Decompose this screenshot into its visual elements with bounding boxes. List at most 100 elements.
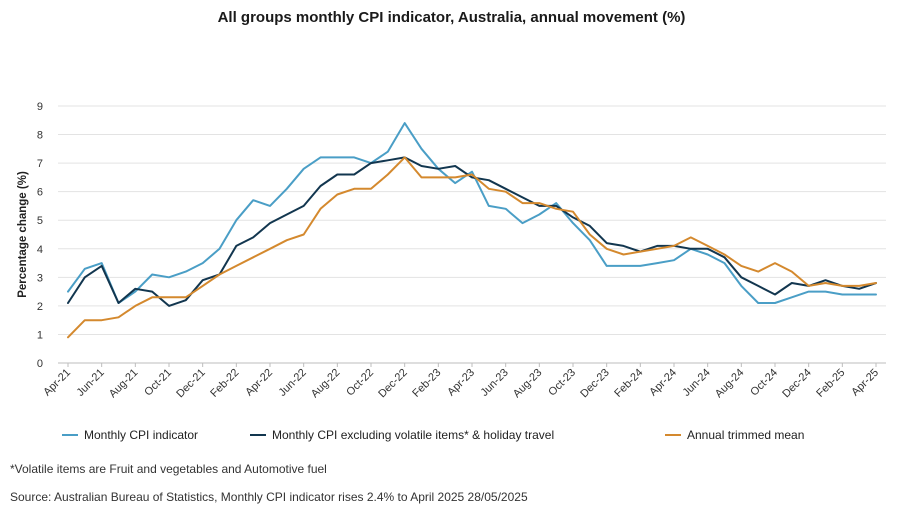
data-point[interactable] [82,275,87,280]
legend-item-trimmed-mean[interactable]: Annual trimmed mean [665,428,804,442]
data-point[interactable] [116,301,121,306]
data-point[interactable] [251,255,256,260]
data-point[interactable] [352,172,357,177]
data-point[interactable] [66,335,71,340]
data-point[interactable] [705,252,710,257]
data-point[interactable] [284,238,289,243]
data-point[interactable] [66,289,71,294]
data-point[interactable] [335,172,340,177]
data-point[interactable] [82,318,87,323]
data-point[interactable] [722,261,727,266]
data-point[interactable] [318,155,323,160]
data-point[interactable] [840,283,845,288]
data-point[interactable] [520,221,525,226]
data-point[interactable] [604,263,609,268]
data-point[interactable] [335,192,340,197]
data-point[interactable] [284,186,289,191]
data-point[interactable] [402,121,407,126]
data-point[interactable] [756,283,761,288]
data-point[interactable] [369,186,374,191]
data-point[interactable] [251,198,256,203]
data-point[interactable] [318,206,323,211]
data-point[interactable] [200,261,205,266]
data-point[interactable] [167,275,172,280]
data-point[interactable] [318,183,323,188]
data-point[interactable] [453,181,458,186]
legend-item-monthly-cpi[interactable]: Monthly CPI indicator [62,428,198,442]
data-point[interactable] [352,155,357,160]
data-point[interactable] [167,295,172,300]
data-point[interactable] [604,241,609,246]
data-point[interactable] [638,263,643,268]
data-point[interactable] [284,212,289,217]
data-point[interactable] [587,232,592,237]
data-point[interactable] [385,172,390,177]
data-point[interactable] [806,283,811,288]
data-point[interactable] [739,263,744,268]
data-point[interactable] [806,289,811,294]
data-point[interactable] [200,278,205,283]
data-point[interactable] [672,258,677,263]
data-point[interactable] [234,243,239,248]
data-point[interactable] [419,146,424,151]
data-point[interactable] [402,155,407,160]
data-point[interactable] [571,209,576,214]
data-point[interactable] [234,218,239,223]
data-point[interactable] [150,272,155,277]
data-point[interactable] [133,303,138,308]
data-point[interactable] [672,243,677,248]
data-point[interactable] [352,186,357,191]
data-point[interactable] [419,175,424,180]
data-point[interactable] [722,252,727,257]
data-point[interactable] [756,301,761,306]
data-point[interactable] [857,292,862,297]
data-point[interactable] [268,203,273,208]
data-point[interactable] [268,221,273,226]
data-point[interactable] [587,238,592,243]
data-point[interactable] [183,295,188,300]
data-point[interactable] [503,189,508,194]
data-point[interactable] [150,295,155,300]
data-point[interactable] [486,186,491,191]
data-point[interactable] [419,163,424,168]
legend-item-monthly-cpi-excluding-volatile[interactable]: Monthly CPI excluding volatile items* & … [250,428,554,442]
data-point[interactable] [789,281,794,286]
data-point[interactable] [133,286,138,291]
data-point[interactable] [99,263,104,268]
data-point[interactable] [655,246,660,251]
data-point[interactable] [82,266,87,271]
data-point[interactable] [116,315,121,320]
data-point[interactable] [554,206,559,211]
data-point[interactable] [453,163,458,168]
data-point[interactable] [200,283,205,288]
data-point[interactable] [167,303,172,308]
data-point[interactable] [739,275,744,280]
data-point[interactable] [773,301,778,306]
data-point[interactable] [857,283,862,288]
data-point[interactable] [301,166,306,171]
data-point[interactable] [537,212,542,217]
data-point[interactable] [183,269,188,274]
data-point[interactable] [217,246,222,251]
data-point[interactable] [789,295,794,300]
data-point[interactable] [773,261,778,266]
data-point[interactable] [520,201,525,206]
data-point[interactable] [268,246,273,251]
data-point[interactable] [705,243,710,248]
data-point[interactable] [638,249,643,254]
data-point[interactable] [739,283,744,288]
data-point[interactable] [621,263,626,268]
data-point[interactable] [789,269,794,274]
data-point[interactable] [486,178,491,183]
data-point[interactable] [655,261,660,266]
data-point[interactable] [688,246,693,251]
data-point[interactable] [301,203,306,208]
data-point[interactable] [756,269,761,274]
data-point[interactable] [621,252,626,257]
data-point[interactable] [571,221,576,226]
data-point[interactable] [874,292,879,297]
data-point[interactable] [369,161,374,166]
data-point[interactable] [66,301,71,306]
data-point[interactable] [604,246,609,251]
data-point[interactable] [587,223,592,228]
